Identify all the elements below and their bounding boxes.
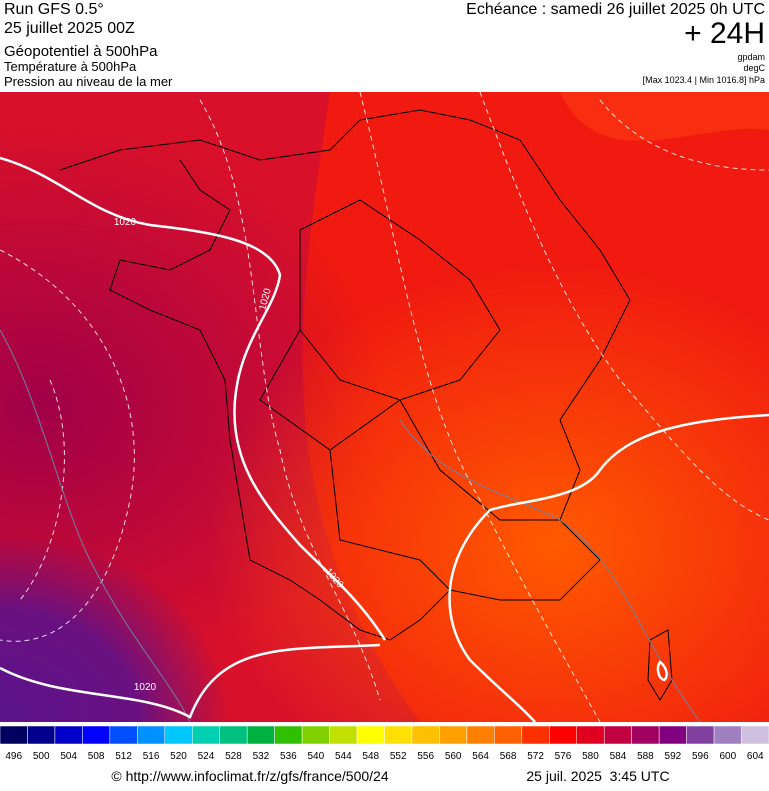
source-url: © http://www.infoclimat.fr/z/gfs/france/… bbox=[111, 768, 388, 784]
field: Pression au niveau de la mer bbox=[4, 74, 173, 89]
scale-swatch bbox=[603, 725, 632, 745]
scale-label: 588 bbox=[637, 751, 654, 762]
scale-swatch bbox=[109, 725, 138, 745]
scale-swatch bbox=[27, 725, 56, 745]
run-date: 25 juillet 2025 00Z bbox=[4, 20, 135, 37]
scale-label: 580 bbox=[582, 751, 599, 762]
scale-label: 528 bbox=[225, 751, 242, 762]
pressure-range: [Max 1023.4 | Min 1016.8] hPa bbox=[643, 75, 765, 85]
map: 1020 1020 1020 1020 bbox=[0, 92, 769, 722]
scale-swatch bbox=[439, 725, 468, 745]
scale-label: 572 bbox=[527, 751, 544, 762]
scale-label: 504 bbox=[60, 751, 77, 762]
scale-swatch bbox=[54, 725, 83, 745]
scale-label: 544 bbox=[335, 751, 352, 762]
scale-swatch bbox=[713, 725, 742, 745]
scale-swatch bbox=[0, 725, 28, 745]
scale-swatch bbox=[494, 725, 523, 745]
unit: gpdam bbox=[737, 52, 765, 62]
scale-swatch bbox=[137, 725, 166, 745]
lead-time: + 24H bbox=[684, 17, 765, 50]
scale-label: 564 bbox=[472, 751, 489, 762]
scale-label: 500 bbox=[33, 751, 50, 762]
scale-label: 556 bbox=[417, 751, 434, 762]
scale-swatch bbox=[274, 725, 303, 745]
scale-swatch bbox=[741, 725, 769, 745]
scale-label: 532 bbox=[253, 751, 270, 762]
scale-label: 552 bbox=[390, 751, 407, 762]
scale-swatch bbox=[549, 725, 577, 745]
scale-label: 548 bbox=[362, 751, 379, 762]
timestamp: 25 juil. 2025 3:45 UTC bbox=[526, 768, 669, 784]
scale-label: 576 bbox=[555, 751, 572, 762]
scale-swatch bbox=[219, 725, 248, 745]
scale-swatch bbox=[384, 725, 413, 745]
scale-label: 592 bbox=[665, 751, 682, 762]
scale-swatch bbox=[329, 725, 358, 745]
scale-label: 604 bbox=[747, 751, 764, 762]
scale-label: 560 bbox=[445, 751, 462, 762]
field: Température à 500hPa bbox=[4, 59, 137, 74]
scale-swatch bbox=[658, 725, 687, 745]
field: Géopotentiel à 500hPa bbox=[4, 43, 158, 60]
scale-label: 596 bbox=[692, 751, 709, 762]
scale-swatch bbox=[576, 725, 605, 745]
isobar-label: 1020 bbox=[114, 217, 137, 228]
run: Run GFS 0.5° bbox=[4, 1, 104, 18]
scale-swatch bbox=[466, 725, 495, 745]
scale-label: 540 bbox=[307, 751, 324, 762]
scale-swatch bbox=[246, 725, 275, 745]
scale-label: 536 bbox=[280, 751, 297, 762]
scale-label: 584 bbox=[610, 751, 627, 762]
scale-swatch bbox=[192, 725, 220, 745]
scale-label: 520 bbox=[170, 751, 187, 762]
scale-label: 568 bbox=[500, 751, 517, 762]
color-scale: 496 500 504 508 512 516 520 524 528 532 536 540 544 5… bbox=[0, 725, 769, 762]
scale-swatch bbox=[686, 725, 715, 745]
scale-label: 516 bbox=[143, 751, 160, 762]
scale-swatch bbox=[82, 725, 111, 745]
isobar-label: 1020 bbox=[134, 682, 157, 693]
scale-label: 512 bbox=[115, 751, 132, 762]
scale-label: 496 bbox=[5, 751, 22, 762]
scale-label: 524 bbox=[198, 751, 215, 762]
scale-label: 600 bbox=[719, 751, 736, 762]
echeance: Echéance : samedi 26 juillet 2025 0h UTC bbox=[466, 1, 765, 18]
scale-swatch bbox=[631, 725, 660, 745]
unit: degC bbox=[743, 63, 765, 73]
scale-label: 508 bbox=[88, 751, 105, 762]
scale-swatch bbox=[521, 725, 550, 745]
scale-swatch bbox=[301, 725, 330, 745]
scale-swatch bbox=[411, 725, 440, 745]
scale-swatch bbox=[356, 725, 385, 745]
scale-swatch bbox=[164, 725, 193, 745]
